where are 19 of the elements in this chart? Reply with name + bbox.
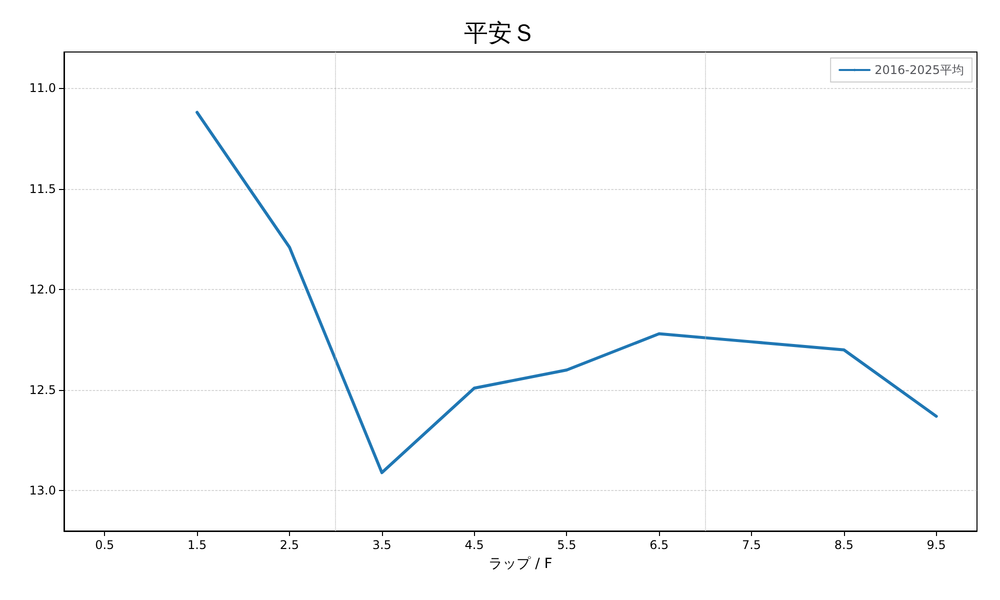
x-tick-label: 6.5 (650, 538, 669, 552)
y-tick-label: 12.0 (29, 282, 56, 296)
x-tick-label: 7.5 (742, 538, 762, 552)
x-tick-label: 8.5 (834, 538, 854, 552)
x-axis-title: ラップ / F (488, 556, 552, 572)
x-tick-label: 5.5 (557, 538, 576, 552)
x-tick-label: 2.5 (280, 538, 300, 552)
legend-label: 2016-2025平均 (874, 63, 964, 77)
y-tick-label: 13.0 (29, 484, 56, 498)
y-tick-label: 12.5 (29, 383, 56, 398)
line-series (196, 110, 938, 474)
x-tick-label: 0.5 (95, 538, 114, 552)
y-tick-label: 11.5 (29, 182, 56, 196)
x-tick-label: 9.5 (926, 538, 946, 552)
y-tick-label: 11.0 (29, 81, 56, 96)
x-tick-label: 1.5 (188, 538, 207, 552)
chart-title: 平安Ｓ (464, 19, 536, 47)
x-tick-label: 4.5 (464, 538, 484, 552)
x-tick-label: 3.5 (372, 538, 392, 552)
